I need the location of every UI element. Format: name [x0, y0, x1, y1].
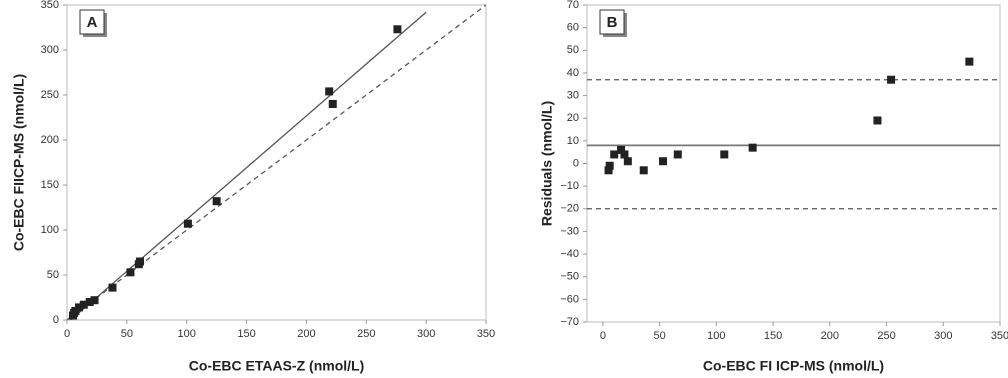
point	[604, 166, 613, 175]
x-axis-label: Co-EBC ETAAS-Z (nmol/L)	[189, 358, 365, 374]
y-tick-label: −10	[560, 180, 579, 192]
x-tick-label: 300	[417, 328, 435, 340]
x-tick-label: 200	[821, 330, 839, 342]
point	[673, 150, 682, 159]
point	[873, 116, 882, 125]
y-tick-label: 250	[41, 89, 59, 101]
x-tick-label: 100	[178, 328, 196, 340]
point	[659, 157, 668, 166]
point	[605, 161, 614, 170]
y-tick-label: 200	[41, 134, 59, 146]
point	[126, 268, 135, 277]
y-tick-label: 300	[41, 44, 59, 56]
x-tick-label: 250	[877, 330, 895, 342]
point	[136, 257, 145, 266]
point	[74, 303, 83, 312]
x-axis-label: Co-EBC FI ICP-MS (nmol/L)	[703, 358, 884, 374]
panel-label: A	[87, 14, 98, 31]
y-tick-label: 50	[47, 269, 59, 281]
y-tick-label: 50	[567, 44, 579, 56]
y-tick-label: −40	[560, 248, 579, 260]
point	[623, 157, 632, 166]
x-tick-label: 50	[653, 330, 665, 342]
point	[639, 166, 648, 175]
point	[90, 296, 99, 305]
point	[328, 100, 337, 108]
x-tick-label: 150	[237, 328, 255, 340]
y-tick-label: −30	[560, 225, 579, 237]
y-tick-label: −20	[560, 203, 579, 215]
plot-area	[586, 4, 1001, 323]
point	[393, 25, 402, 34]
x-tick-label: 350	[991, 330, 1008, 342]
point	[79, 300, 88, 309]
point	[620, 150, 629, 159]
x-tick-label: 150	[764, 330, 782, 342]
y-tick-label: 350	[41, 0, 59, 11]
point	[212, 197, 221, 206]
y-tick-label: 10	[567, 135, 579, 147]
point	[325, 87, 334, 96]
y-axis-label: Co-EBC FIICP-MS (nmol/L)	[11, 74, 27, 251]
point	[965, 57, 974, 66]
x-tick-label: 200	[297, 328, 315, 340]
point	[887, 75, 896, 84]
point	[85, 298, 94, 306]
panel-box	[79, 9, 105, 35]
x-tick-label: 0	[600, 330, 606, 342]
x-tick-label: 100	[707, 330, 725, 342]
x-tick-label: 0	[64, 328, 70, 340]
y-axis-label: Residuals (nmol/L)	[539, 101, 555, 226]
y-tick-label: 40	[567, 67, 579, 79]
y-tick-label: 30	[567, 89, 579, 101]
panel-box	[599, 9, 625, 35]
x-tick-label: 50	[121, 328, 133, 340]
point	[610, 150, 619, 159]
y-tick-label: 0	[573, 157, 579, 169]
point	[617, 145, 626, 154]
x-tick-label: 300	[934, 330, 952, 342]
y-tick-label: 60	[567, 22, 579, 34]
y-tick-label: −60	[560, 293, 579, 305]
point	[720, 150, 729, 159]
panel-label: B	[607, 14, 618, 31]
x-tick-label: 250	[357, 328, 375, 340]
point	[748, 143, 757, 152]
y-tick-label: 20	[567, 112, 579, 124]
y-tick-label: 70	[567, 0, 579, 11]
point	[108, 283, 117, 292]
x-tick-label: 350	[477, 328, 495, 340]
point	[183, 219, 192, 228]
y-tick-label: 0	[53, 314, 59, 326]
y-tick-label: 100	[41, 224, 59, 236]
y-tick-label: 150	[41, 179, 59, 191]
y-tick-label: −70	[560, 316, 579, 328]
fit-line	[67, 5, 486, 320]
y-tick-label: −50	[560, 271, 579, 283]
